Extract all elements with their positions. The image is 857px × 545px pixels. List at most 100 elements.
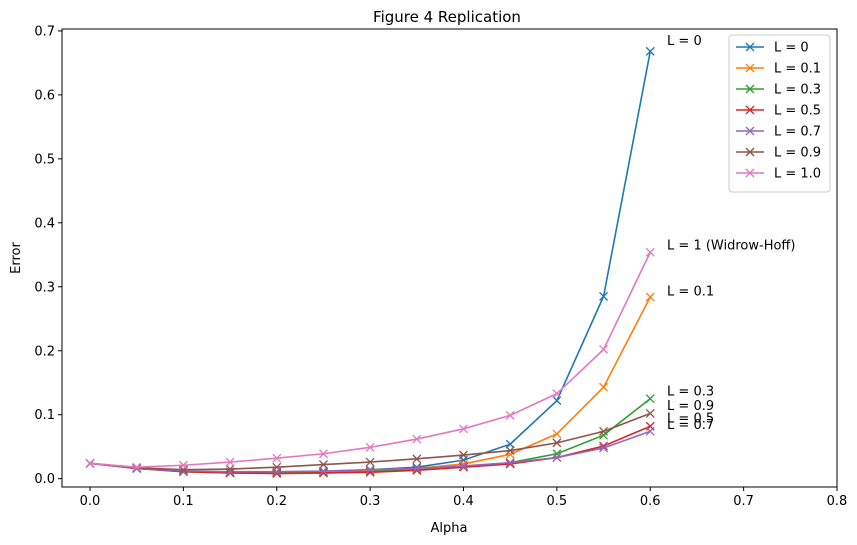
- data-point-4-11: [599, 443, 609, 453]
- y-tick-label: 0.0: [34, 472, 55, 487]
- data-point-1-12: [645, 292, 655, 302]
- legend-marker: [745, 63, 755, 73]
- data-point-6-11: [599, 345, 609, 354]
- annotation-label: L = 0.5: [667, 411, 714, 426]
- x-tick-label: 0.0: [80, 494, 101, 509]
- series-line-0: [89, 51, 652, 474]
- data-point-5-4: [272, 462, 282, 472]
- data-point-4-10: [552, 453, 562, 463]
- data-point-5-12: [645, 408, 655, 418]
- series-2: [85, 394, 655, 478]
- data-point-1-10: [552, 429, 562, 439]
- series-4: [85, 426, 655, 477]
- data-point-6-2: [178, 460, 188, 470]
- data-point-6-4: [272, 453, 282, 463]
- annotation-label: L = 0.7: [667, 418, 714, 433]
- legend-marker: [745, 42, 755, 52]
- y-tick-label: 0.1: [34, 408, 55, 423]
- annotation-label: L = 1 (Widrow-Hoff): [667, 239, 795, 254]
- legend-label: L = 0.5: [774, 104, 821, 119]
- data-point-4-5: [318, 466, 328, 476]
- data-point-0-11: [599, 291, 609, 301]
- annotation-label: L = 0.3: [667, 385, 714, 400]
- legend-item: L = 1.0: [736, 167, 821, 182]
- x-tick-label: 0.7: [733, 494, 754, 509]
- data-point-6-5: [318, 449, 328, 459]
- plot-frame: [61, 28, 838, 488]
- data-point-6-1: [132, 462, 142, 472]
- x-tick-label: 0.1: [173, 494, 194, 509]
- line-annotations: L = 0L = 1 (Widrow-Hoff)L = 0.1L = 0.3L …: [667, 34, 795, 433]
- data-point-0-12: [645, 46, 655, 56]
- data-point-4-6: [365, 465, 375, 475]
- y-axis: 0.0 0.1 0.2 0.3 0.4 0.5 0.6 0.7: [34, 24, 62, 487]
- x-tick-label: 0.8: [827, 494, 848, 509]
- y-tick-label: 0.3: [34, 280, 55, 295]
- legend-label: L = 0.3: [774, 83, 821, 98]
- x-tick-label: 0.4: [453, 494, 474, 509]
- legend-item: L = 0.1: [736, 62, 821, 77]
- legend-marker: [745, 84, 755, 94]
- x-axis-title: Alpha: [431, 521, 468, 536]
- legend-item: L = 0.9: [736, 146, 821, 161]
- data-point-6-8: [459, 424, 468, 434]
- data-point-4-9: [505, 458, 515, 468]
- legend-label: L = 0.1: [774, 62, 821, 77]
- x-axis: 0.0 0.1 0.2 0.3 0.4 0.5 0.6 0.7 0.8: [80, 487, 848, 509]
- legend-item: L = 0: [736, 41, 809, 56]
- legend-item: L = 0.5: [736, 104, 821, 119]
- legend-marker: [745, 105, 755, 115]
- legend-item: L = 0.7: [736, 125, 821, 140]
- legend-label: L = 0.7: [774, 125, 821, 140]
- data-point-5-3: [225, 464, 235, 474]
- y-axis-title: Error: [9, 242, 24, 274]
- y-tick-label: 0.2: [34, 344, 55, 359]
- data-point-5-9: [505, 446, 515, 455]
- data-point-1-11: [599, 382, 609, 392]
- data-point-1-9: [505, 449, 515, 459]
- data-point-6-6: [365, 442, 375, 452]
- data-point-6-0: [85, 458, 95, 468]
- data-point-5-5: [318, 460, 328, 470]
- data-point-0-9: [505, 439, 515, 449]
- data-point-4-8: [459, 461, 468, 471]
- x-tick-label: 0.6: [640, 494, 661, 509]
- data-point-3-8: [459, 462, 468, 472]
- legend-label: L = 0: [774, 41, 809, 56]
- annotation-label: L = 0: [667, 34, 702, 49]
- annotation-label: L = 0.9: [667, 399, 714, 414]
- data-point-6-7: [412, 434, 422, 444]
- y-tick-label: 0.4: [34, 216, 55, 231]
- legend-label: L = 1.0: [774, 167, 821, 182]
- legend-marker: [745, 147, 755, 157]
- data-point-0-10: [552, 396, 562, 406]
- data-point-2-12: [645, 394, 655, 404]
- y-tick-label: 0.7: [34, 24, 55, 39]
- data-point-5-10: [552, 438, 562, 448]
- series-0: [85, 46, 655, 477]
- data-point-5-8: [459, 450, 468, 460]
- series-5: [85, 408, 655, 475]
- legend-marker: [745, 168, 755, 178]
- x-tick-label: 0.5: [547, 494, 568, 509]
- y-tick-label: 0.5: [34, 152, 55, 167]
- data-point-6-12: [645, 247, 655, 257]
- y-tick-label: 0.6: [34, 88, 55, 103]
- legend: L = 0 L = 0.1 L = 0.3 L = 0.5 L = 0.7 L = 0.9…: [728, 34, 831, 193]
- series-line-6: [89, 251, 651, 468]
- legend-label: L = 0.9: [774, 146, 821, 161]
- data-point-5-6: [365, 457, 375, 467]
- data-point-3-3: [225, 468, 235, 478]
- data-point-6-3: [225, 457, 235, 467]
- data-point-6-10: [552, 389, 562, 399]
- data-point-6-9: [505, 410, 515, 420]
- data-point-5-11: [599, 426, 609, 436]
- legend-marker: [745, 126, 755, 136]
- data-point-4-12: [645, 426, 655, 436]
- data-point-3-9: [505, 459, 515, 469]
- data-point-5-7: [412, 454, 422, 464]
- x-tick-label: 0.2: [266, 494, 287, 509]
- series-6: [85, 247, 655, 472]
- annotation-label: L = 0.1: [667, 285, 714, 300]
